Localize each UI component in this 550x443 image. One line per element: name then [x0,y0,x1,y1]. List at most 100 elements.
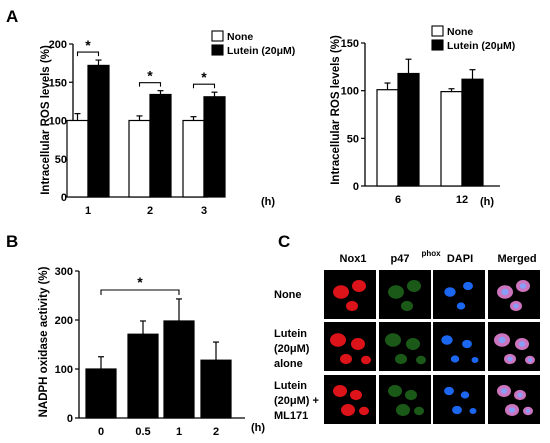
cell-signal [405,389,417,401]
cell-signal [388,285,404,299]
column-header-dapi: DAPI [447,253,473,265]
micrograph-dapi-row2 [433,322,485,371]
significance-star: * [147,68,153,84]
column-header-nox1: Nox1 [340,253,367,265]
bar-lutein [85,368,117,419]
cell-signal [471,357,479,363]
y-axis-label: Intracellular ROS levels (%) [330,35,342,185]
bar-none [182,119,205,198]
cell-nucleus-overlay [500,388,508,394]
cell-signal [330,333,346,347]
legend-label-1: Lutein (20μM) [447,40,515,52]
cell-signal [395,353,407,365]
panel-label-b: B [6,232,18,251]
y-tick-label: 0 [67,413,73,425]
y-axis-label: Intracellular ROS levels (%) [40,45,52,195]
cell-signal [401,300,413,312]
cell-nucleus-overlay [507,356,513,362]
bar-lutein [203,96,226,198]
bar-lutein [461,78,484,187]
cell-signal [359,406,369,416]
cell-signal [450,355,460,363]
cell-signal [444,287,456,297]
y-tick-label: 150 [341,38,359,50]
significance-bracket [100,289,180,295]
cell-signal [333,285,349,299]
cell-signal [460,391,470,399]
cell-nucleus-overlay [513,303,519,309]
micrograph-merged-row3 [488,375,540,424]
cell-signal [333,385,347,397]
y-tick-label: 300 [55,266,73,278]
cell-signal [341,404,355,416]
panel-label-c: C [278,232,290,251]
cell-signal [452,405,462,415]
cell-nucleus-overlay [517,392,523,398]
micrograph-grid [324,270,540,424]
significance-bracket [192,83,216,89]
row-label-lutein-line2: (20μM) [274,343,310,355]
x-tick-label: 1 [85,205,91,217]
cell-signal [463,281,473,291]
cell-signal [407,280,421,292]
y-tick-label: 100 [55,364,73,376]
row-label-lutein-ml171-line2: (20μM) + [274,395,319,407]
significance-star: * [201,69,207,85]
y-tick-label: 100 [341,86,359,98]
bar-lutein [200,359,232,419]
x-tick-label: 0 [98,426,104,438]
row-label-lutein-ml171-line1: Lutein [274,380,307,392]
cell-nucleus-overlay [519,283,527,289]
cell-signal [396,404,410,416]
y-tick-label: 200 [55,315,73,327]
micrograph-nox1-row3 [324,375,376,424]
bar-lutein [149,93,172,198]
column-header-p47-superscript: phox [421,249,441,258]
x-tick-label: 0.5 [135,426,150,438]
chart-a-left: Intracellular ROS levels (%) (h) 0 50 100 1… [40,30,295,217]
micrograph-dapi-row1 [433,270,485,319]
y-axis-label: NADPH oxidase activity (%) [38,266,50,417]
cell-signal [416,355,426,365]
cell-signal [388,385,402,397]
significance-star: * [137,274,143,290]
microscopy-panel: Nox1 p47 phox DAPI Merged None Lutein (2… [274,249,540,424]
legend-label-0: None [227,31,253,43]
cell-signal [346,300,358,312]
legend-swatch-1 [431,39,444,51]
cell-nucleus-overlay [518,341,526,347]
y-tick-label: 150 [49,77,67,89]
micrograph-merged-row1 [488,270,540,319]
cell-signal [385,333,401,347]
cell-signal [406,338,420,350]
legend-label-1: Lutein (20μM) [227,45,295,57]
x-tick-label: 2 [147,205,153,217]
cell-signal [352,280,366,292]
legend-label-0: None [447,26,473,38]
significance-bracket [138,82,162,87]
chart-a-right: Intracellular ROS levels (%) (h) 0 50 100 1… [330,25,515,208]
cell-nucleus-overlay [527,358,533,362]
cell-nucleus-overlay [525,409,531,413]
chart-b: NADPH oxidase activity (%) (h) 0 100 200 30… [38,266,265,438]
bar-lutein [163,320,195,419]
row-label-lutein-line3: alone [274,358,303,370]
cell-nucleus-overlay [498,336,506,344]
x-axis-unit: (h) [251,422,265,434]
bar-none [128,119,151,198]
legend-swatch-0 [211,30,224,42]
y-tick-label: 100 [49,116,67,128]
cell-signal [361,355,371,365]
significance-bracket [76,51,100,57]
y-tick-label: 50 [347,133,359,145]
cell-signal [469,408,477,414]
bar-none [66,119,89,198]
y-tick-label: 200 [49,39,67,51]
y-tick-label: 0 [61,192,67,204]
cell-nucleus-overlay [501,288,509,296]
cell-signal [350,389,362,401]
bar-lutein [87,64,110,198]
y-tick-label: 0 [353,181,359,193]
bar-lutein [127,333,159,419]
